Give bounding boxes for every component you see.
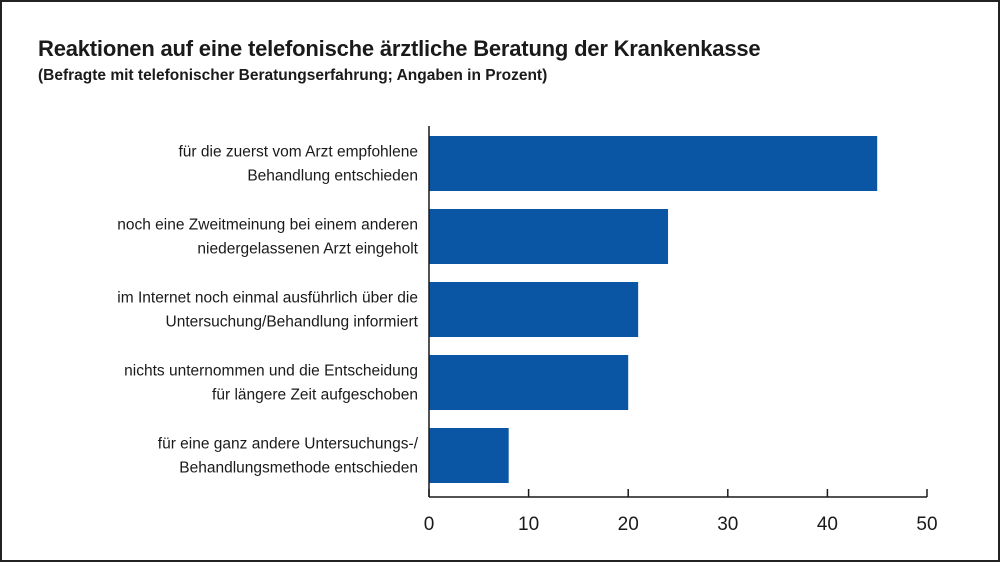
x-tick-label: 30: [717, 514, 738, 535]
category-label: Untersuchung/Behandlung informiert: [166, 314, 419, 331]
bar: [429, 355, 629, 410]
x-tick-label: 40: [817, 514, 838, 535]
bar: [429, 136, 878, 191]
bar: [429, 209, 669, 264]
category-label: Behandlungsmethode entschieden: [179, 460, 418, 477]
chart-subtitle: (Befragte mit telefonischer Beratungserf…: [38, 67, 548, 84]
category-label: für die zuerst vom Arzt empfohlene: [178, 144, 418, 161]
category-label: nichts unternommen und die Entscheidung: [124, 363, 418, 380]
x-tick-label: 10: [518, 514, 539, 535]
chart-title: Reaktionen auf eine telefonische ärztlic…: [38, 36, 761, 61]
category-label: niedergelassenen Arzt eingeholt: [197, 241, 418, 258]
category-label: für eine ganz andere Untersuchungs-/: [158, 436, 419, 453]
category-label: noch eine Zweitmeinung bei einem anderen: [117, 217, 418, 234]
x-tick-label: 20: [618, 514, 639, 535]
category-label: für längere Zeit aufgeschoben: [212, 387, 418, 404]
category-label: im Internet noch einmal ausführlich über…: [117, 290, 418, 307]
bar: [429, 282, 639, 337]
x-tick-label: 0: [424, 514, 435, 535]
bar: [429, 428, 509, 483]
category-label: Behandlung entschieden: [247, 168, 418, 185]
x-tick-label: 50: [916, 514, 937, 535]
